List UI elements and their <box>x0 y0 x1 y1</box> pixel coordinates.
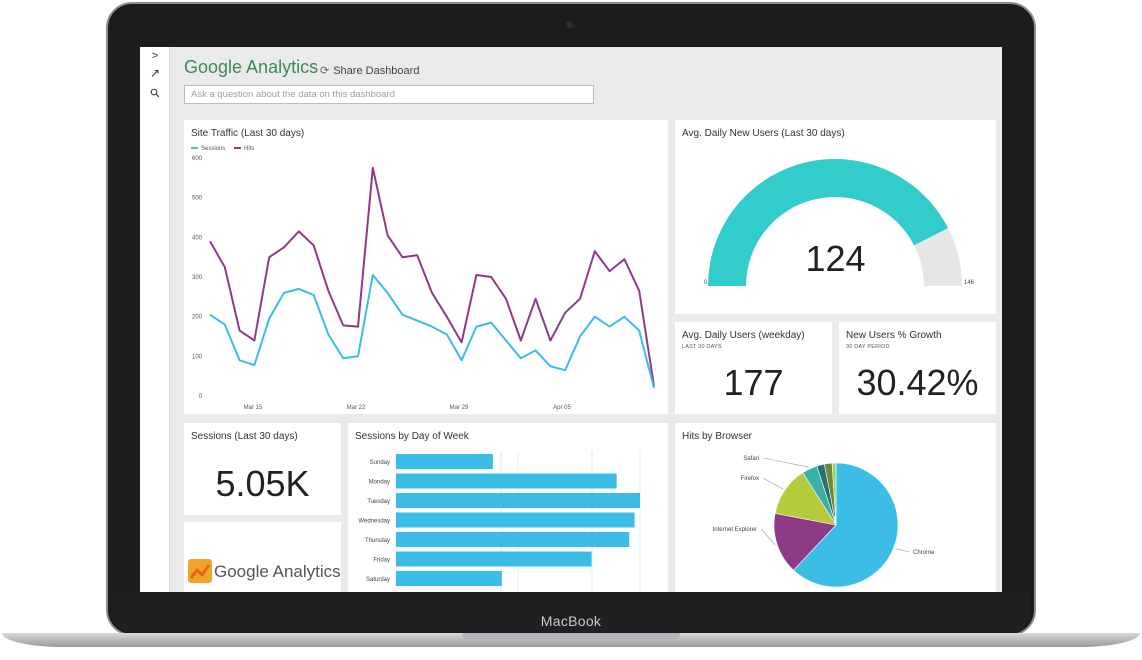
y-tick-label: 0 <box>199 394 203 400</box>
leader-line <box>762 457 809 468</box>
nav-rail: > ↗ ⚲ <box>140 47 170 592</box>
tile-subtitle: LAST 30 DAYS <box>682 344 722 350</box>
tile-title: New Users % Growth <box>846 330 942 341</box>
tile-title: Hits by Browser <box>682 431 753 442</box>
y-tick-label: 600 <box>192 156 203 162</box>
share-dashboard-button[interactable]: ⟳ Share Dashboard <box>320 64 419 77</box>
gauge-fill-arc <box>708 158 949 286</box>
category-label: Thursday <box>365 538 390 544</box>
gauge-min-label: 0 <box>704 280 708 286</box>
x-tick-label: Apr 05 <box>553 405 571 411</box>
bar-friday <box>396 551 592 567</box>
category-label: Wednesday <box>358 519 390 525</box>
category-label: Tuesday <box>367 499 390 505</box>
y-tick-label: 100 <box>192 354 203 360</box>
category-label: Friday <box>373 558 390 564</box>
search-icon[interactable]: ⚲ <box>146 84 164 102</box>
legend-label: Hits <box>244 146 254 152</box>
y-tick-label: 400 <box>192 235 203 241</box>
series-line-hits <box>209 166 655 387</box>
qa-input[interactable]: Ask a question about the data on this da… <box>184 85 594 104</box>
app-title: Google Analytics <box>184 57 319 77</box>
dow-chart: Sunday Monday Tuesday Wednesday Thursday Frid… <box>358 451 641 592</box>
gauge-max-label: 146 <box>964 280 975 286</box>
camera <box>566 21 573 28</box>
daily-users-value: 177 <box>723 362 784 403</box>
tile-title: Avg. Daily Users (weekday) <box>682 330 805 341</box>
sessions-value: 5.05K <box>215 463 310 504</box>
site-traffic-tile[interactable]: Site Traffic (Last 30 days) 0 100 200 300 40… <box>184 120 668 414</box>
share-dashboard-label: Share Dashboard <box>333 65 420 77</box>
pie-slice-internet-explorer <box>773 513 837 571</box>
leader-line <box>760 528 776 545</box>
bar-tuesday <box>396 493 640 508</box>
google-analytics-logo-icon <box>188 559 212 583</box>
legend-label: Sessions <box>201 146 225 152</box>
bar-monday <box>396 473 617 489</box>
growth-tile[interactable]: New Users % Growth 30 DAY PERIOD 30.42% <box>839 322 996 414</box>
leader-line <box>895 548 910 553</box>
tile-subtitle: 30 DAY PERIOD <box>846 344 890 350</box>
tile-title: Sessions by Day of Week <box>355 431 469 442</box>
expand-icon[interactable]: > <box>151 50 159 62</box>
laptop-bottom-bezel <box>112 592 1030 632</box>
y-tick-label: 500 <box>192 196 203 202</box>
category-label: Saturday <box>366 577 390 583</box>
new-users-tile[interactable]: Avg. Daily New Users (Last 30 days) 124 … <box>675 120 996 314</box>
x-tick-label: Mar 22 <box>347 405 366 411</box>
bar-saturday <box>396 571 502 586</box>
laptop-brand-label: MacBook <box>540 613 602 629</box>
new-users-gauge <box>708 158 962 286</box>
category-label: Sunday <box>370 460 390 466</box>
category-label: Monday <box>369 480 390 486</box>
tile-title: Avg. Daily New Users (Last 30 days) <box>682 128 845 139</box>
leader-line <box>762 477 784 490</box>
series-line-sessions <box>209 274 655 389</box>
pie-slice-other-3 <box>831 462 837 526</box>
screen: > ↗ ⚲ Google Analytics ⟳ Share Dashboard … <box>140 47 1002 592</box>
tile-title: Site Traffic (Last 30 days) <box>191 128 305 139</box>
tile-title: Sessions (Last 30 days) <box>191 431 298 442</box>
sessions-tile[interactable]: Sessions (Last 30 days) 5.05K <box>184 423 341 515</box>
laptop-base <box>2 633 1140 647</box>
slice-label: Chrome <box>913 550 935 556</box>
site-traffic-chart: 0 100 200 300 400 500 600 Mar 15 Mar 22 Mar 29 Apr… <box>191 146 655 411</box>
bar-thursday <box>396 532 630 547</box>
pin-icon[interactable]: ↗ <box>149 66 161 80</box>
laptop-notch <box>462 633 680 640</box>
bar-sunday <box>396 454 493 469</box>
daily-users-tile[interactable]: Avg. Daily Users (weekday) LAST 30 DAYS … <box>675 322 832 414</box>
dow-tile[interactable]: Sessions by Day of Week Sunday Monday Tues… <box>348 423 668 592</box>
x-tick-label: Mar 29 <box>450 405 469 411</box>
bar-wednesday <box>396 512 635 528</box>
y-tick-label: 300 <box>192 275 203 281</box>
y-tick-label: 200 <box>192 315 203 321</box>
browser-chart: Chrome Internet Explorer Firefox Safari <box>713 456 935 588</box>
x-tick-label: Mar 15 <box>244 405 263 411</box>
logo-tile[interactable]: Google Analytics <box>184 522 341 592</box>
gauge-track-arc <box>914 228 962 286</box>
slice-label: Firefox <box>741 476 759 482</box>
logo-text: Google Analytics <box>214 562 341 581</box>
browser-tile[interactable]: Hits by Browser Chrome Internet Explorer F… <box>675 423 996 592</box>
pie-slice-chrome <box>793 462 899 588</box>
slice-label: Internet Explorer <box>713 527 757 533</box>
gauge-value: 124 <box>805 238 866 279</box>
growth-value: 30.42% <box>856 362 979 403</box>
slice-label: Safari <box>743 456 759 462</box>
refresh-icon: ⟳ <box>320 65 330 77</box>
